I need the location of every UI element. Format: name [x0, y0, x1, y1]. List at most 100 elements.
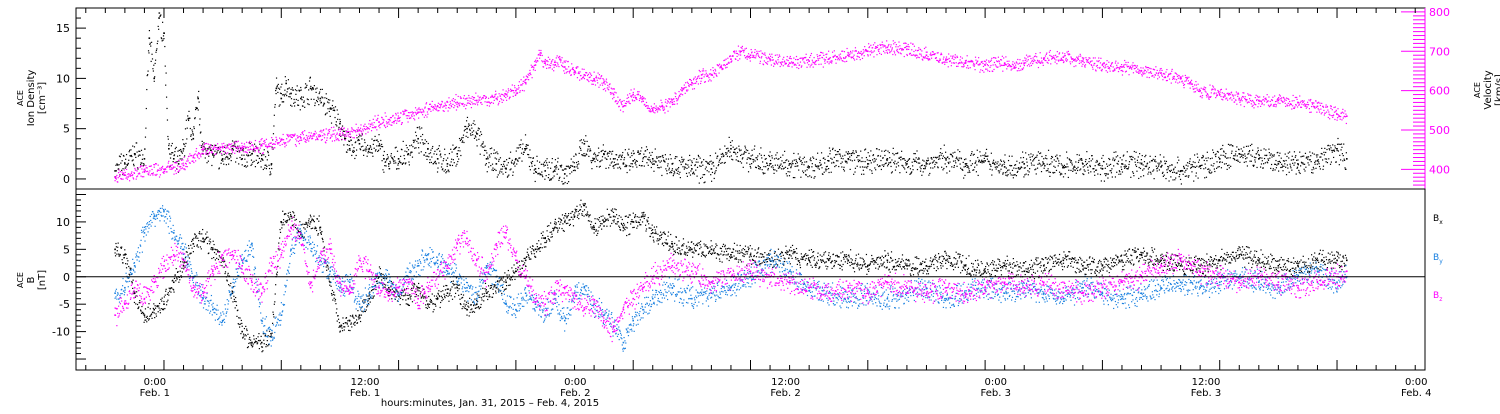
- ion-density-point: [648, 152, 651, 154]
- velocity-point: [257, 150, 260, 152]
- ion-density-point: [450, 148, 452, 150]
- ion-density-point: [538, 167, 540, 170]
- velocity-point: [741, 45, 743, 48]
- ion-density-point: [986, 155, 988, 157]
- ion-density-point: [856, 156, 858, 158]
- ion-density-point: [295, 98, 297, 101]
- ion-density-point: [554, 170, 556, 172]
- velocity-point: [221, 146, 224, 149]
- ion-density-point: [415, 147, 417, 149]
- velocity-point: [974, 69, 976, 71]
- velocity-point: [835, 58, 837, 61]
- ion-density-point: [1112, 157, 1114, 159]
- velocity-point: [122, 172, 125, 174]
- ion-density-point: [544, 164, 546, 166]
- velocity-point: [788, 62, 791, 64]
- ion-density-point: [466, 116, 469, 119]
- ion-density-point: [666, 173, 668, 175]
- ion-density-point: [1261, 157, 1263, 159]
- velocity-point: [917, 56, 919, 58]
- velocity-point: [263, 140, 265, 142]
- velocity-point: [675, 93, 677, 95]
- ion-density-point: [1076, 168, 1078, 170]
- ion-density-point: [1077, 166, 1079, 168]
- velocity-point: [557, 62, 559, 64]
- ion-density-point: [698, 155, 700, 158]
- ion-density-point: [260, 154, 263, 157]
- ion-density-point: [784, 166, 787, 168]
- ion-density-point: [598, 152, 600, 154]
- ion-density-point: [1254, 159, 1256, 161]
- velocity-point: [690, 83, 692, 86]
- velocity-point: [448, 97, 450, 99]
- velocity-point: [916, 50, 919, 52]
- ion-density-point: [1200, 167, 1202, 170]
- ion-density-point: [410, 151, 412, 153]
- velocity-point: [779, 55, 781, 57]
- velocity-point: [400, 112, 402, 114]
- ion-density-point: [822, 173, 824, 175]
- ion-density-point: [1242, 157, 1244, 159]
- velocity-point: [918, 56, 920, 59]
- velocity-point: [525, 75, 527, 77]
- velocity-point: [319, 135, 322, 137]
- velocity-point: [644, 98, 646, 100]
- ion-density-point: [929, 162, 931, 164]
- velocity-point: [434, 103, 436, 106]
- velocity-point: [893, 50, 895, 52]
- ion-density-point: [1164, 162, 1167, 164]
- ion-density-point: [1000, 159, 1002, 161]
- ion-density-point: [921, 174, 923, 176]
- velocity-point: [861, 53, 863, 55]
- ion-density-point: [1158, 169, 1161, 171]
- ion-density-point: [265, 167, 268, 170]
- velocity-point: [341, 127, 343, 129]
- velocity-point: [632, 100, 634, 102]
- velocity-point: [669, 102, 671, 104]
- velocity-point: [579, 71, 581, 73]
- velocity-point: [671, 99, 673, 101]
- ion-density-point: [1282, 170, 1284, 172]
- ion-density-point: [1196, 153, 1198, 155]
- ion-density-point: [532, 157, 535, 159]
- velocity-point: [548, 67, 550, 69]
- ion-density-point: [580, 139, 582, 141]
- velocity-point: [434, 105, 436, 107]
- velocity-point: [326, 134, 329, 136]
- velocity-point: [973, 62, 975, 65]
- velocity-point: [659, 105, 661, 107]
- velocity-point: [503, 95, 506, 98]
- velocity-point: [333, 133, 335, 135]
- ion-density-point: [223, 163, 225, 165]
- ion-density-point: [520, 139, 522, 141]
- velocity-point: [750, 56, 752, 59]
- ion-density-point: [770, 166, 773, 168]
- ion-density-point: [273, 114, 275, 116]
- velocity-point: [209, 144, 212, 147]
- ion-density-point: [848, 158, 850, 161]
- velocity-point: [704, 81, 707, 83]
- velocity-point: [648, 107, 651, 110]
- velocity-point: [708, 73, 710, 75]
- ion-density-point: [1078, 154, 1080, 156]
- ion-density-point: [446, 170, 448, 173]
- velocity-point: [1345, 115, 1348, 118]
- velocity-point: [645, 105, 647, 107]
- velocity-point: [728, 62, 730, 64]
- velocity-point: [422, 109, 425, 111]
- velocity-point: [788, 65, 790, 67]
- velocity-point: [683, 84, 685, 86]
- ion-density-point: [194, 118, 196, 120]
- ion-density-point: [529, 149, 531, 151]
- ion-density-point: [490, 164, 492, 167]
- velocity-point: [543, 62, 546, 64]
- velocity-point: [252, 149, 254, 151]
- ion-density-point: [996, 166, 999, 168]
- ion-density-point: [789, 171, 791, 173]
- ion-density-point: [768, 154, 770, 157]
- ion-density-point: [1218, 165, 1220, 168]
- ion-density-point: [1104, 167, 1106, 169]
- ion-density-point: [278, 87, 280, 89]
- velocity-point: [790, 58, 792, 60]
